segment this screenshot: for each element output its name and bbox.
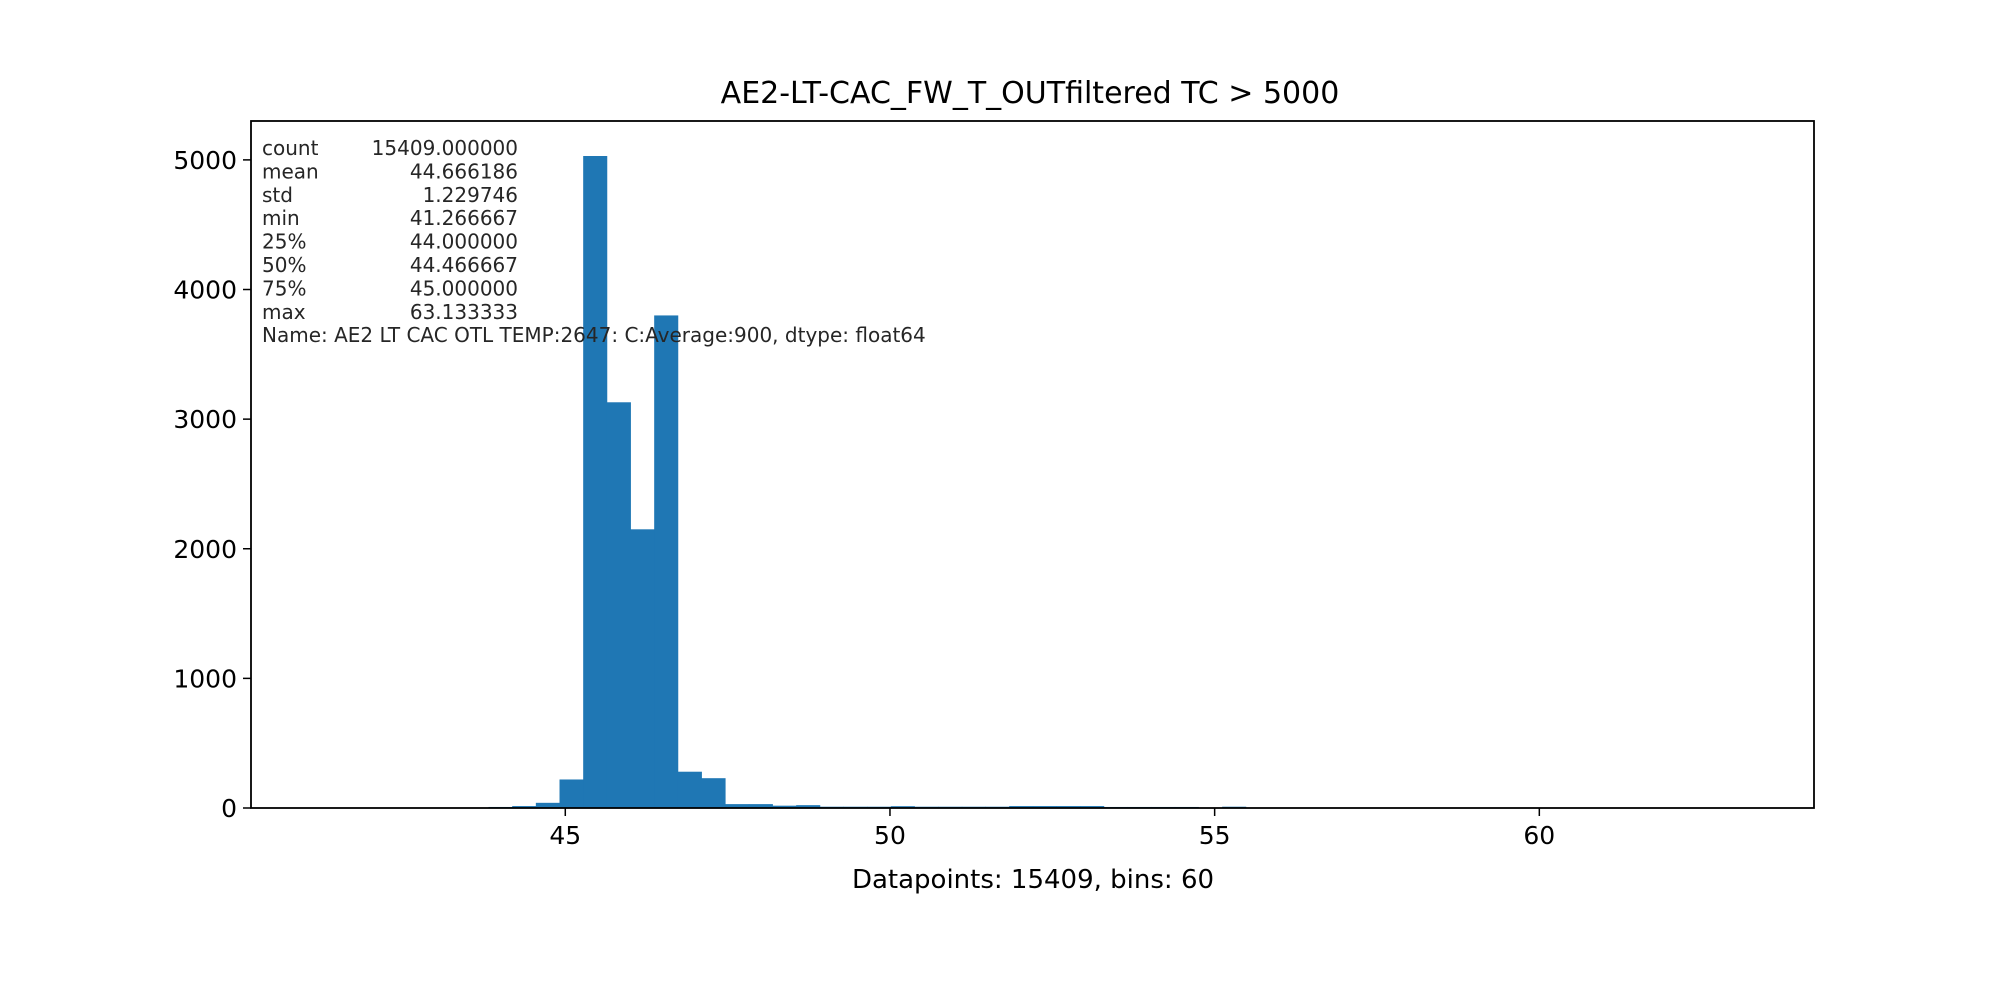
histogram-bar bbox=[630, 529, 655, 808]
stats-value: 44.466667 bbox=[410, 253, 518, 277]
stats-value: 63.133333 bbox=[410, 300, 518, 324]
histogram-bar bbox=[583, 156, 608, 808]
stats-annotation: count 15409.000000 mean 44.666186 std 1.22974… bbox=[262, 136, 926, 347]
y-axis-ticks: 0 1000 2000 3000 4000 5000 bbox=[173, 146, 251, 823]
plot-frame bbox=[250, 120, 1815, 809]
histogram-bar bbox=[559, 779, 584, 808]
histogram-bar bbox=[654, 315, 679, 808]
y-tick-label: 2000 bbox=[173, 535, 237, 564]
histogram-bar bbox=[677, 771, 702, 808]
stats-value: 41.266667 bbox=[410, 206, 518, 230]
histogram-bar bbox=[772, 805, 797, 808]
histogram-bar bbox=[725, 804, 750, 808]
x-tick-label: 50 bbox=[874, 821, 906, 850]
x-tick-label: 55 bbox=[1199, 821, 1231, 850]
stats-key: mean bbox=[262, 159, 319, 183]
x-axis-ticks: 45 50 55 60 bbox=[549, 808, 1555, 850]
x-tick-label: 45 bbox=[549, 821, 581, 850]
stats-value: 44.000000 bbox=[410, 230, 518, 254]
stats-value: 1.229746 bbox=[423, 183, 518, 207]
stats-key: max bbox=[262, 300, 306, 324]
y-tick-label: 3000 bbox=[173, 405, 237, 434]
y-tick-label: 4000 bbox=[173, 276, 237, 305]
histogram-bar bbox=[1009, 806, 1034, 808]
stats-key: 50% bbox=[262, 253, 306, 277]
stats-key: std bbox=[262, 183, 293, 207]
stats-value: 44.666186 bbox=[410, 159, 518, 183]
y-tick-label: 5000 bbox=[173, 146, 237, 175]
chart-title: AE2-LT-CAC_FW_T_OUTfiltered TC > 5000 bbox=[721, 76, 1340, 111]
x-axis-label: Datapoints: 15409, bins: 60 bbox=[852, 865, 1214, 895]
histogram-bar bbox=[535, 802, 560, 808]
y-tick-label: 1000 bbox=[173, 664, 237, 693]
stats-key: 75% bbox=[262, 276, 306, 300]
histogram-bar bbox=[512, 806, 537, 808]
histogram-bar bbox=[1080, 806, 1105, 808]
x-tick-label: 60 bbox=[1523, 821, 1555, 850]
histogram-bar bbox=[796, 805, 821, 808]
stats-key: min bbox=[262, 206, 300, 230]
histogram-bar bbox=[701, 778, 726, 808]
histogram-bar bbox=[1032, 806, 1057, 808]
stats-key: 25% bbox=[262, 230, 306, 254]
bars-group bbox=[488, 156, 1247, 809]
stats-footer: Name: AE2 LT CAC OTL TEMP:2647: C:Averag… bbox=[262, 323, 926, 347]
stats-key: count bbox=[262, 136, 319, 160]
y-tick-label: 0 bbox=[221, 794, 237, 823]
stats-value: 45.000000 bbox=[410, 276, 518, 300]
histogram-bar bbox=[1056, 806, 1081, 808]
histogram-bar bbox=[606, 402, 631, 808]
stats-value: 15409.000000 bbox=[372, 136, 518, 160]
histogram-bar bbox=[890, 806, 915, 808]
histogram-bar bbox=[748, 804, 773, 808]
